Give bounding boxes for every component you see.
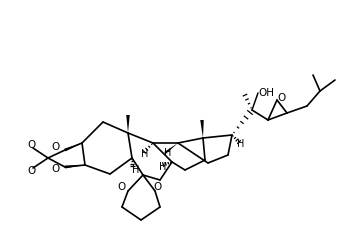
Text: H: H bbox=[141, 149, 149, 159]
Polygon shape bbox=[65, 165, 85, 169]
Text: O: O bbox=[277, 93, 285, 103]
Text: H: H bbox=[237, 139, 245, 149]
Polygon shape bbox=[200, 120, 204, 138]
Text: OH: OH bbox=[258, 88, 274, 98]
Polygon shape bbox=[164, 143, 178, 154]
Text: O: O bbox=[27, 166, 35, 176]
Text: O: O bbox=[27, 140, 35, 150]
Text: O: O bbox=[117, 182, 125, 192]
Text: O: O bbox=[51, 164, 59, 174]
Text: H: H bbox=[164, 148, 172, 158]
Text: O: O bbox=[153, 182, 161, 192]
Text: O: O bbox=[51, 142, 59, 152]
Text: H: H bbox=[132, 165, 140, 175]
Polygon shape bbox=[126, 115, 130, 133]
Polygon shape bbox=[65, 143, 82, 151]
Text: H: H bbox=[159, 162, 167, 172]
